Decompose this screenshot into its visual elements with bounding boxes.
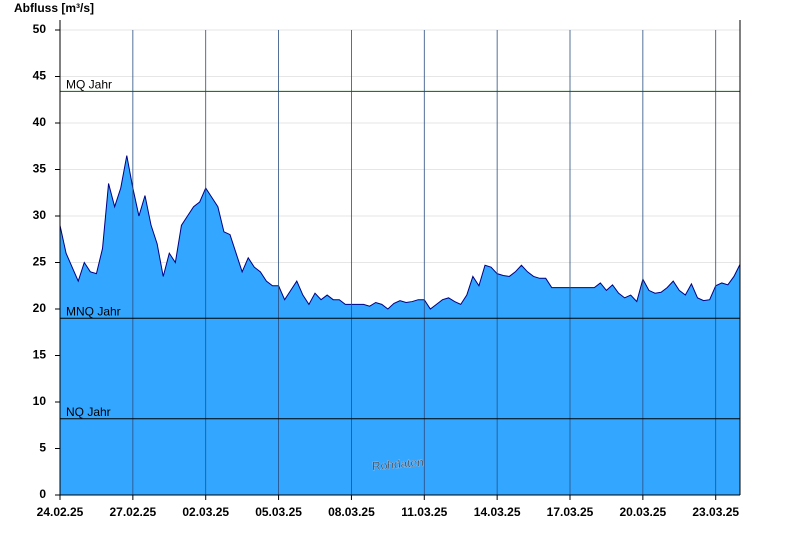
x-tick-label: 24.02.25 xyxy=(37,505,84,519)
x-tick-label: 11.03.25 xyxy=(401,505,447,519)
line xyxy=(59,155,741,310)
y-tick-label: 15 xyxy=(33,348,47,362)
reference-label: NQ Jahr xyxy=(66,405,111,419)
y-tick-label: 10 xyxy=(33,394,47,408)
area xyxy=(60,155,740,496)
y-tick-label: 45 xyxy=(33,69,47,83)
y-tick-label: 25 xyxy=(33,255,47,269)
reference-label: MQ Jahr xyxy=(66,78,112,92)
x-tick-label: 02.03.25 xyxy=(182,505,229,519)
y-tick-label: 5 xyxy=(39,441,46,455)
x-tick-label: 14.03.25 xyxy=(474,505,521,519)
x-tick-label: 05.03.25 xyxy=(255,505,302,519)
y-tick-label: 40 xyxy=(33,115,47,129)
y-tick-label: 50 xyxy=(33,22,47,36)
x-tick-label: 08.03.25 xyxy=(328,505,375,519)
y-axis-label: Abfluss [m³/s] xyxy=(14,1,94,15)
y-tick-label: 20 xyxy=(33,301,47,315)
x-tick-label: 27.02.25 xyxy=(109,505,156,519)
y-tick-label: 30 xyxy=(33,208,47,222)
x-tick-label: 20.03.25 xyxy=(619,505,666,519)
y-tick-label: 35 xyxy=(33,162,47,176)
watermark: Rohdaten xyxy=(371,455,424,473)
x-tick-label: 17.03.25 xyxy=(547,505,594,519)
x-tick-label: 23.03.25 xyxy=(692,505,739,519)
reference-label: MNQ Jahr xyxy=(66,304,121,318)
y-tick-label: 0 xyxy=(39,487,46,501)
